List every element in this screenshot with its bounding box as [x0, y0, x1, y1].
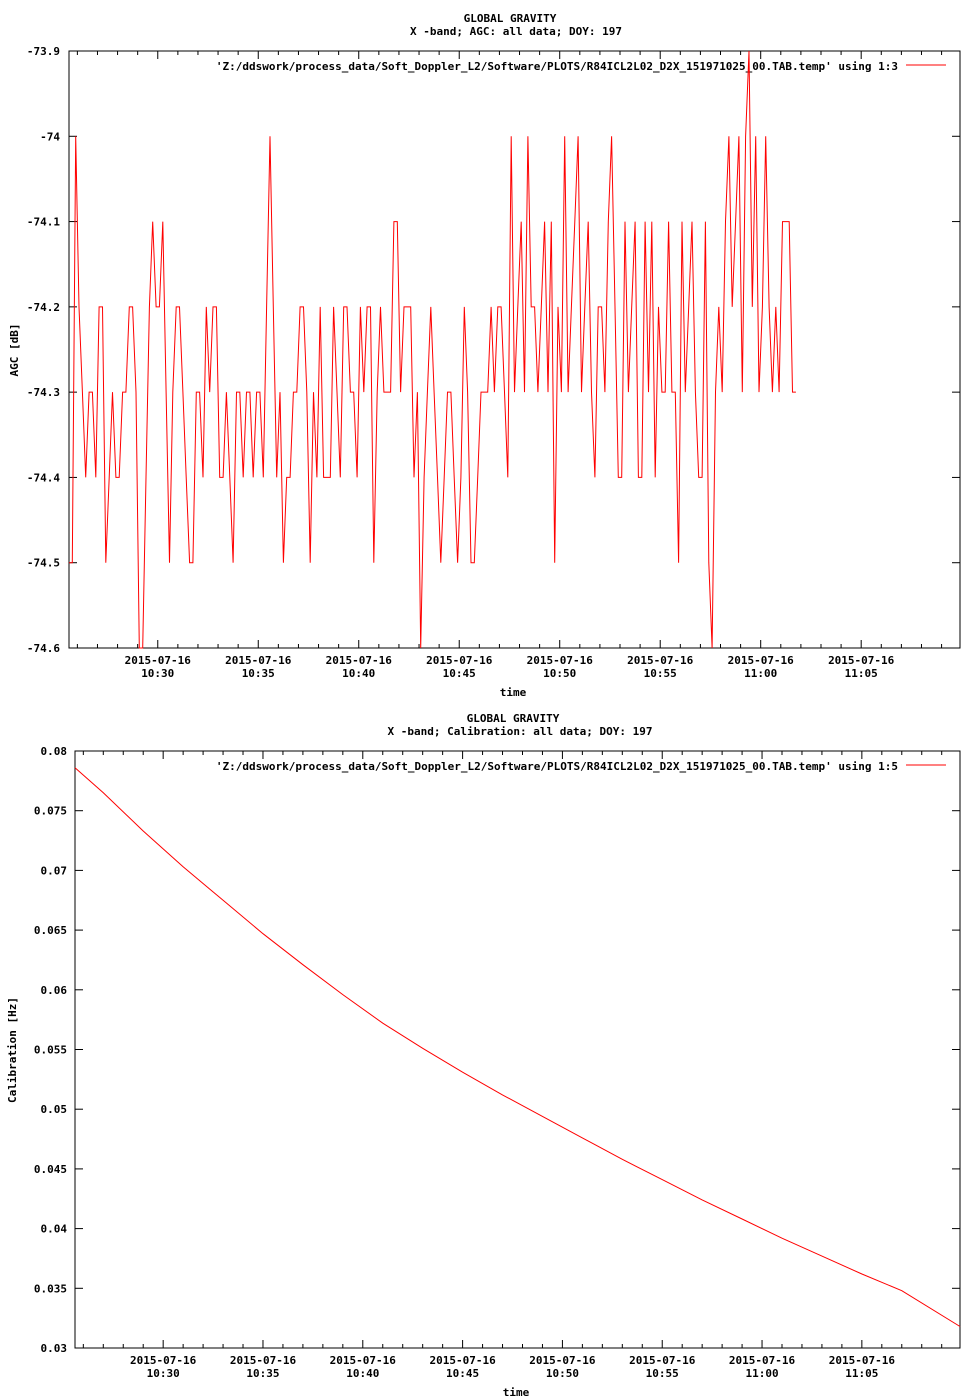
x-tick-date-label: 2015-07-16 [629, 1354, 696, 1367]
calibration-chart: GLOBAL GRAVITY X -band; Calibration: all… [6, 712, 961, 1399]
x-tick-date-label: 2015-07-16 [326, 654, 393, 667]
y-tick-label: 0.07 [41, 864, 68, 877]
x-tick-date-label: 2015-07-16 [330, 1354, 397, 1367]
y-tick-label: -74.1 [27, 216, 60, 229]
x-tick-date-label: 2015-07-16 [426, 654, 493, 667]
x-tick-time-label: 11:05 [845, 1367, 878, 1380]
x-tick-date-label: 2015-07-16 [225, 654, 292, 667]
x-tick-time-label: 10:30 [141, 667, 174, 680]
y-axis-label: Calibration [Hz] [6, 997, 19, 1103]
x-axis-label: time [503, 1386, 530, 1399]
x-axis-ticks: 2015-07-1610:302015-07-1610:352015-07-16… [76, 51, 943, 680]
x-tick-date-label: 2015-07-16 [130, 1354, 197, 1367]
x-tick-date-label: 2015-07-16 [230, 1354, 297, 1367]
x-axis-label: time [500, 686, 527, 699]
legend-label: 'Z:/ddswork/process_data/Soft_Doppler_L2… [216, 760, 898, 773]
x-tick-time-label: 10:45 [446, 1367, 479, 1380]
x-tick-time-label: 10:35 [246, 1367, 279, 1380]
y-axis-ticks: 0.08 0.075 0.07 0.065 0.06 0.055 0.05 0.045 0.04… [34, 745, 960, 1355]
y-axis-ticks: -73.9 -74 -74.1 -74.2 -74.3 -74.4 -74.5 -74.6 [27, 45, 960, 655]
y-tick-label: -74 [40, 130, 60, 143]
chart-subtitle: X -band; Calibration: all data; DOY: 197 [388, 725, 653, 738]
x-tick-date-label: 2015-07-16 [829, 1354, 896, 1367]
y-tick-label: 0.05 [41, 1103, 68, 1116]
x-tick-time-label: 10:50 [543, 667, 576, 680]
x-tick-time-label: 10:40 [346, 1367, 379, 1380]
chart-title: GLOBAL GRAVITY [464, 12, 557, 25]
agc-chart: GLOBAL GRAVITY X -band; AGC: all data; D… [8, 12, 961, 699]
x-axis-ticks: 2015-07-1610:302015-07-1610:352015-07-16… [82, 751, 943, 1380]
y-tick-label: -74.4 [27, 471, 60, 484]
y-axis-label: AGC [dB] [8, 324, 21, 377]
y-tick-label: 0.075 [34, 805, 67, 818]
x-tick-time-label: 11:00 [744, 667, 777, 680]
x-tick-date-label: 2015-07-16 [627, 654, 694, 667]
y-tick-label: 0.055 [34, 1044, 67, 1057]
chart-title: GLOBAL GRAVITY [467, 712, 560, 725]
series-line [69, 50, 796, 649]
x-tick-time-label: 10:30 [147, 1367, 180, 1380]
y-tick-label: 0.035 [34, 1282, 67, 1295]
y-tick-label: -74.5 [27, 557, 60, 570]
x-tick-time-label: 10:55 [644, 667, 677, 680]
y-tick-label: 0.045 [34, 1163, 67, 1176]
x-tick-date-label: 2015-07-16 [729, 1354, 796, 1367]
x-tick-date-label: 2015-07-16 [527, 654, 594, 667]
y-tick-label: -73.9 [27, 45, 60, 58]
series-group [69, 50, 796, 649]
x-tick-date-label: 2015-07-16 [529, 1354, 596, 1367]
plot-frame [68, 50, 961, 649]
x-tick-time-label: 10:50 [546, 1367, 579, 1380]
x-tick-date-label: 2015-07-16 [728, 654, 795, 667]
x-tick-time-label: 10:35 [242, 667, 275, 680]
y-tick-label: 0.065 [34, 924, 67, 937]
y-tick-label: -74.2 [27, 301, 60, 314]
y-tick-label: -74.3 [27, 386, 60, 399]
y-tick-label: 0.03 [41, 1342, 68, 1355]
x-tick-date-label: 2015-07-16 [429, 1354, 496, 1367]
x-tick-time-label: 10:40 [342, 667, 375, 680]
y-tick-label: 0.04 [41, 1223, 68, 1236]
y-tick-label: 0.06 [41, 984, 68, 997]
y-tick-label: 0.08 [41, 745, 68, 758]
series-line [74, 767, 961, 1327]
chart-subtitle: X -band; AGC: all data; DOY: 197 [410, 25, 622, 38]
x-tick-time-label: 11:05 [845, 667, 878, 680]
x-tick-date-label: 2015-07-16 [125, 654, 192, 667]
series-group [74, 767, 961, 1327]
legend-label: 'Z:/ddswork/process_data/Soft_Doppler_L2… [216, 60, 898, 73]
x-tick-time-label: 10:55 [646, 1367, 679, 1380]
y-tick-label: -74.6 [27, 642, 60, 655]
x-tick-time-label: 11:00 [745, 1367, 778, 1380]
x-tick-date-label: 2015-07-16 [828, 654, 895, 667]
x-tick-time-label: 10:45 [443, 667, 476, 680]
